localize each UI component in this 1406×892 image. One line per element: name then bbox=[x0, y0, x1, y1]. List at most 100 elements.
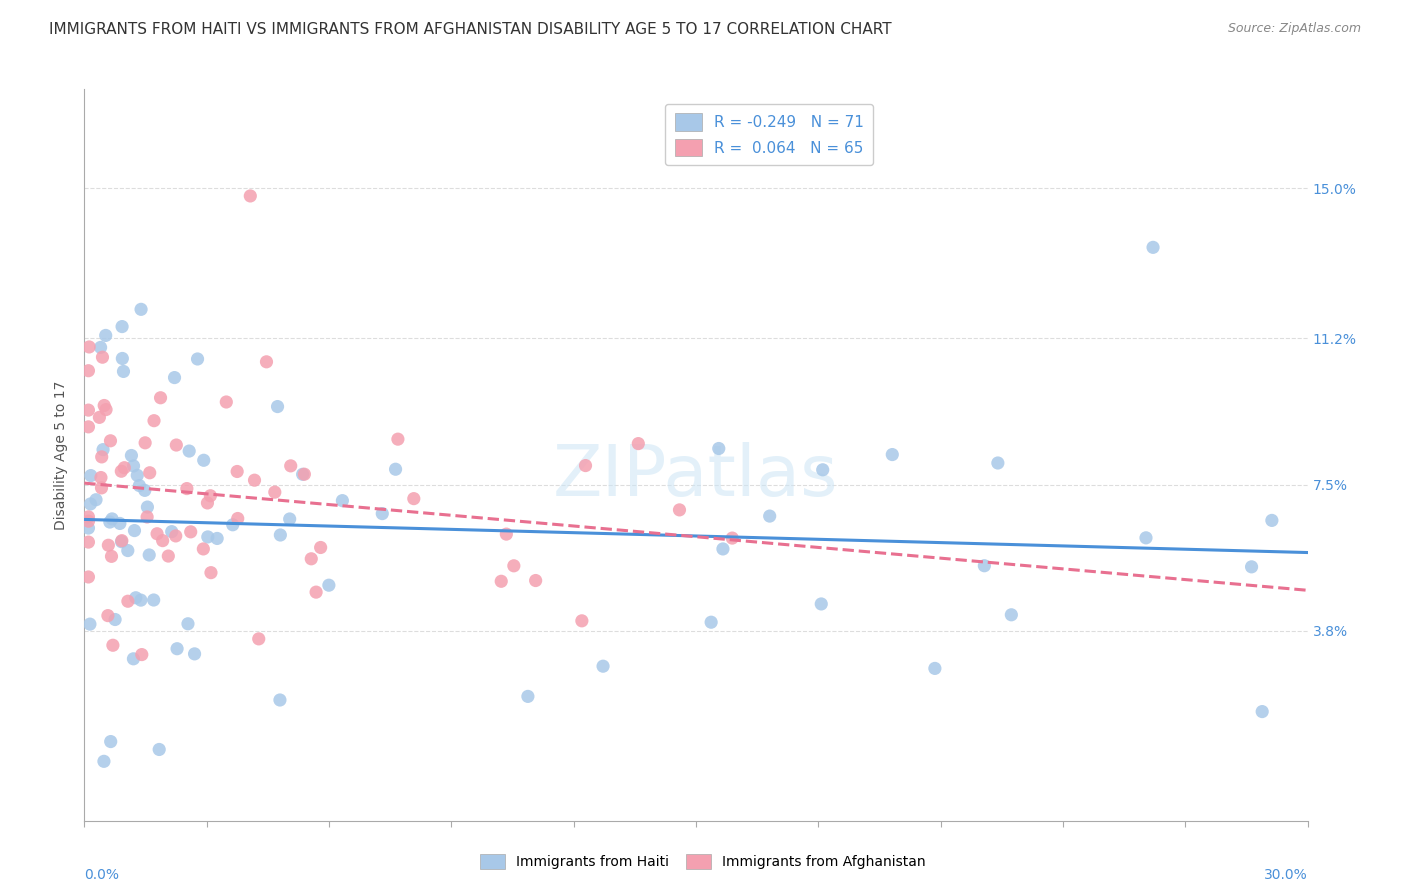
Point bbox=[226, 465, 249, 479]
Point bbox=[384, 462, 406, 476]
Point bbox=[77, 514, 100, 528]
Point bbox=[77, 509, 100, 524]
Point bbox=[131, 648, 153, 662]
Point bbox=[371, 507, 394, 521]
Point bbox=[402, 491, 425, 506]
Point bbox=[112, 364, 135, 378]
Point bbox=[100, 734, 122, 748]
Point bbox=[120, 449, 142, 463]
Point bbox=[129, 593, 152, 607]
Point bbox=[111, 351, 134, 366]
Point bbox=[177, 616, 200, 631]
Point bbox=[146, 526, 169, 541]
Point bbox=[987, 456, 1010, 470]
Point bbox=[180, 524, 202, 539]
Point bbox=[524, 574, 547, 588]
Point bbox=[1251, 705, 1274, 719]
Point bbox=[222, 517, 245, 532]
Point bbox=[721, 531, 744, 545]
Point bbox=[93, 399, 115, 413]
Point bbox=[152, 533, 174, 548]
Point bbox=[707, 442, 730, 456]
Point bbox=[98, 515, 121, 529]
Point bbox=[292, 467, 315, 482]
Point bbox=[200, 489, 222, 503]
Point bbox=[266, 400, 288, 414]
Point bbox=[77, 340, 100, 354]
Point bbox=[811, 463, 834, 477]
Point bbox=[142, 593, 165, 607]
Point bbox=[148, 742, 170, 756]
Point bbox=[165, 438, 187, 452]
Point bbox=[263, 485, 285, 500]
Point bbox=[269, 528, 291, 542]
Point bbox=[197, 530, 219, 544]
Point bbox=[157, 549, 180, 563]
Point bbox=[489, 574, 512, 589]
Point bbox=[101, 512, 124, 526]
Point bbox=[89, 410, 111, 425]
Point bbox=[110, 534, 132, 549]
Point bbox=[77, 521, 100, 535]
Point bbox=[882, 448, 904, 462]
Point bbox=[197, 496, 219, 510]
Point bbox=[810, 597, 832, 611]
Point bbox=[574, 458, 596, 473]
Point bbox=[291, 467, 314, 482]
Point bbox=[111, 319, 134, 334]
Point bbox=[973, 558, 995, 573]
Point bbox=[924, 661, 946, 675]
Point bbox=[117, 594, 139, 608]
Point bbox=[100, 434, 122, 448]
Point bbox=[299, 551, 322, 566]
Point bbox=[183, 647, 205, 661]
Point bbox=[187, 351, 209, 366]
Point bbox=[104, 613, 127, 627]
Text: Source: ZipAtlas.com: Source: ZipAtlas.com bbox=[1227, 22, 1361, 36]
Point bbox=[112, 460, 135, 475]
Point bbox=[117, 543, 139, 558]
Point bbox=[387, 432, 409, 446]
Point bbox=[193, 541, 215, 556]
Text: IMMIGRANTS FROM HAITI VS IMMIGRANTS FROM AFGHANISTAN DISABILITY AGE 5 TO 17 CORR: IMMIGRANTS FROM HAITI VS IMMIGRANTS FROM… bbox=[49, 22, 891, 37]
Point bbox=[90, 470, 112, 484]
Point bbox=[128, 478, 150, 492]
Point bbox=[243, 473, 266, 487]
Point bbox=[571, 614, 593, 628]
Point bbox=[305, 585, 328, 599]
Point bbox=[516, 690, 538, 704]
Point bbox=[309, 541, 332, 555]
Legend: Immigrants from Haiti, Immigrants from Afghanistan: Immigrants from Haiti, Immigrants from A… bbox=[474, 847, 932, 876]
Point bbox=[700, 615, 723, 630]
Point bbox=[165, 529, 187, 543]
Point bbox=[94, 328, 117, 343]
Point bbox=[143, 414, 166, 428]
Point bbox=[124, 524, 146, 538]
Point bbox=[205, 532, 228, 546]
Point bbox=[129, 302, 152, 317]
Point bbox=[93, 755, 115, 769]
Point bbox=[101, 638, 124, 652]
Point bbox=[166, 641, 188, 656]
Point bbox=[1261, 513, 1284, 527]
Point bbox=[91, 442, 114, 457]
Point bbox=[94, 402, 117, 417]
Point bbox=[502, 558, 524, 573]
Point bbox=[100, 549, 122, 564]
Point bbox=[108, 516, 131, 531]
Point bbox=[163, 370, 186, 384]
Point bbox=[193, 453, 215, 467]
Point bbox=[110, 464, 132, 478]
Point bbox=[160, 524, 183, 539]
Point bbox=[711, 541, 734, 556]
Point bbox=[495, 527, 517, 541]
Point bbox=[278, 512, 301, 526]
Point bbox=[280, 458, 302, 473]
Point bbox=[136, 500, 159, 514]
Point bbox=[97, 608, 120, 623]
Point bbox=[111, 533, 134, 548]
Point bbox=[90, 450, 112, 464]
Point bbox=[269, 693, 291, 707]
Point bbox=[200, 566, 222, 580]
Point bbox=[1142, 240, 1164, 254]
